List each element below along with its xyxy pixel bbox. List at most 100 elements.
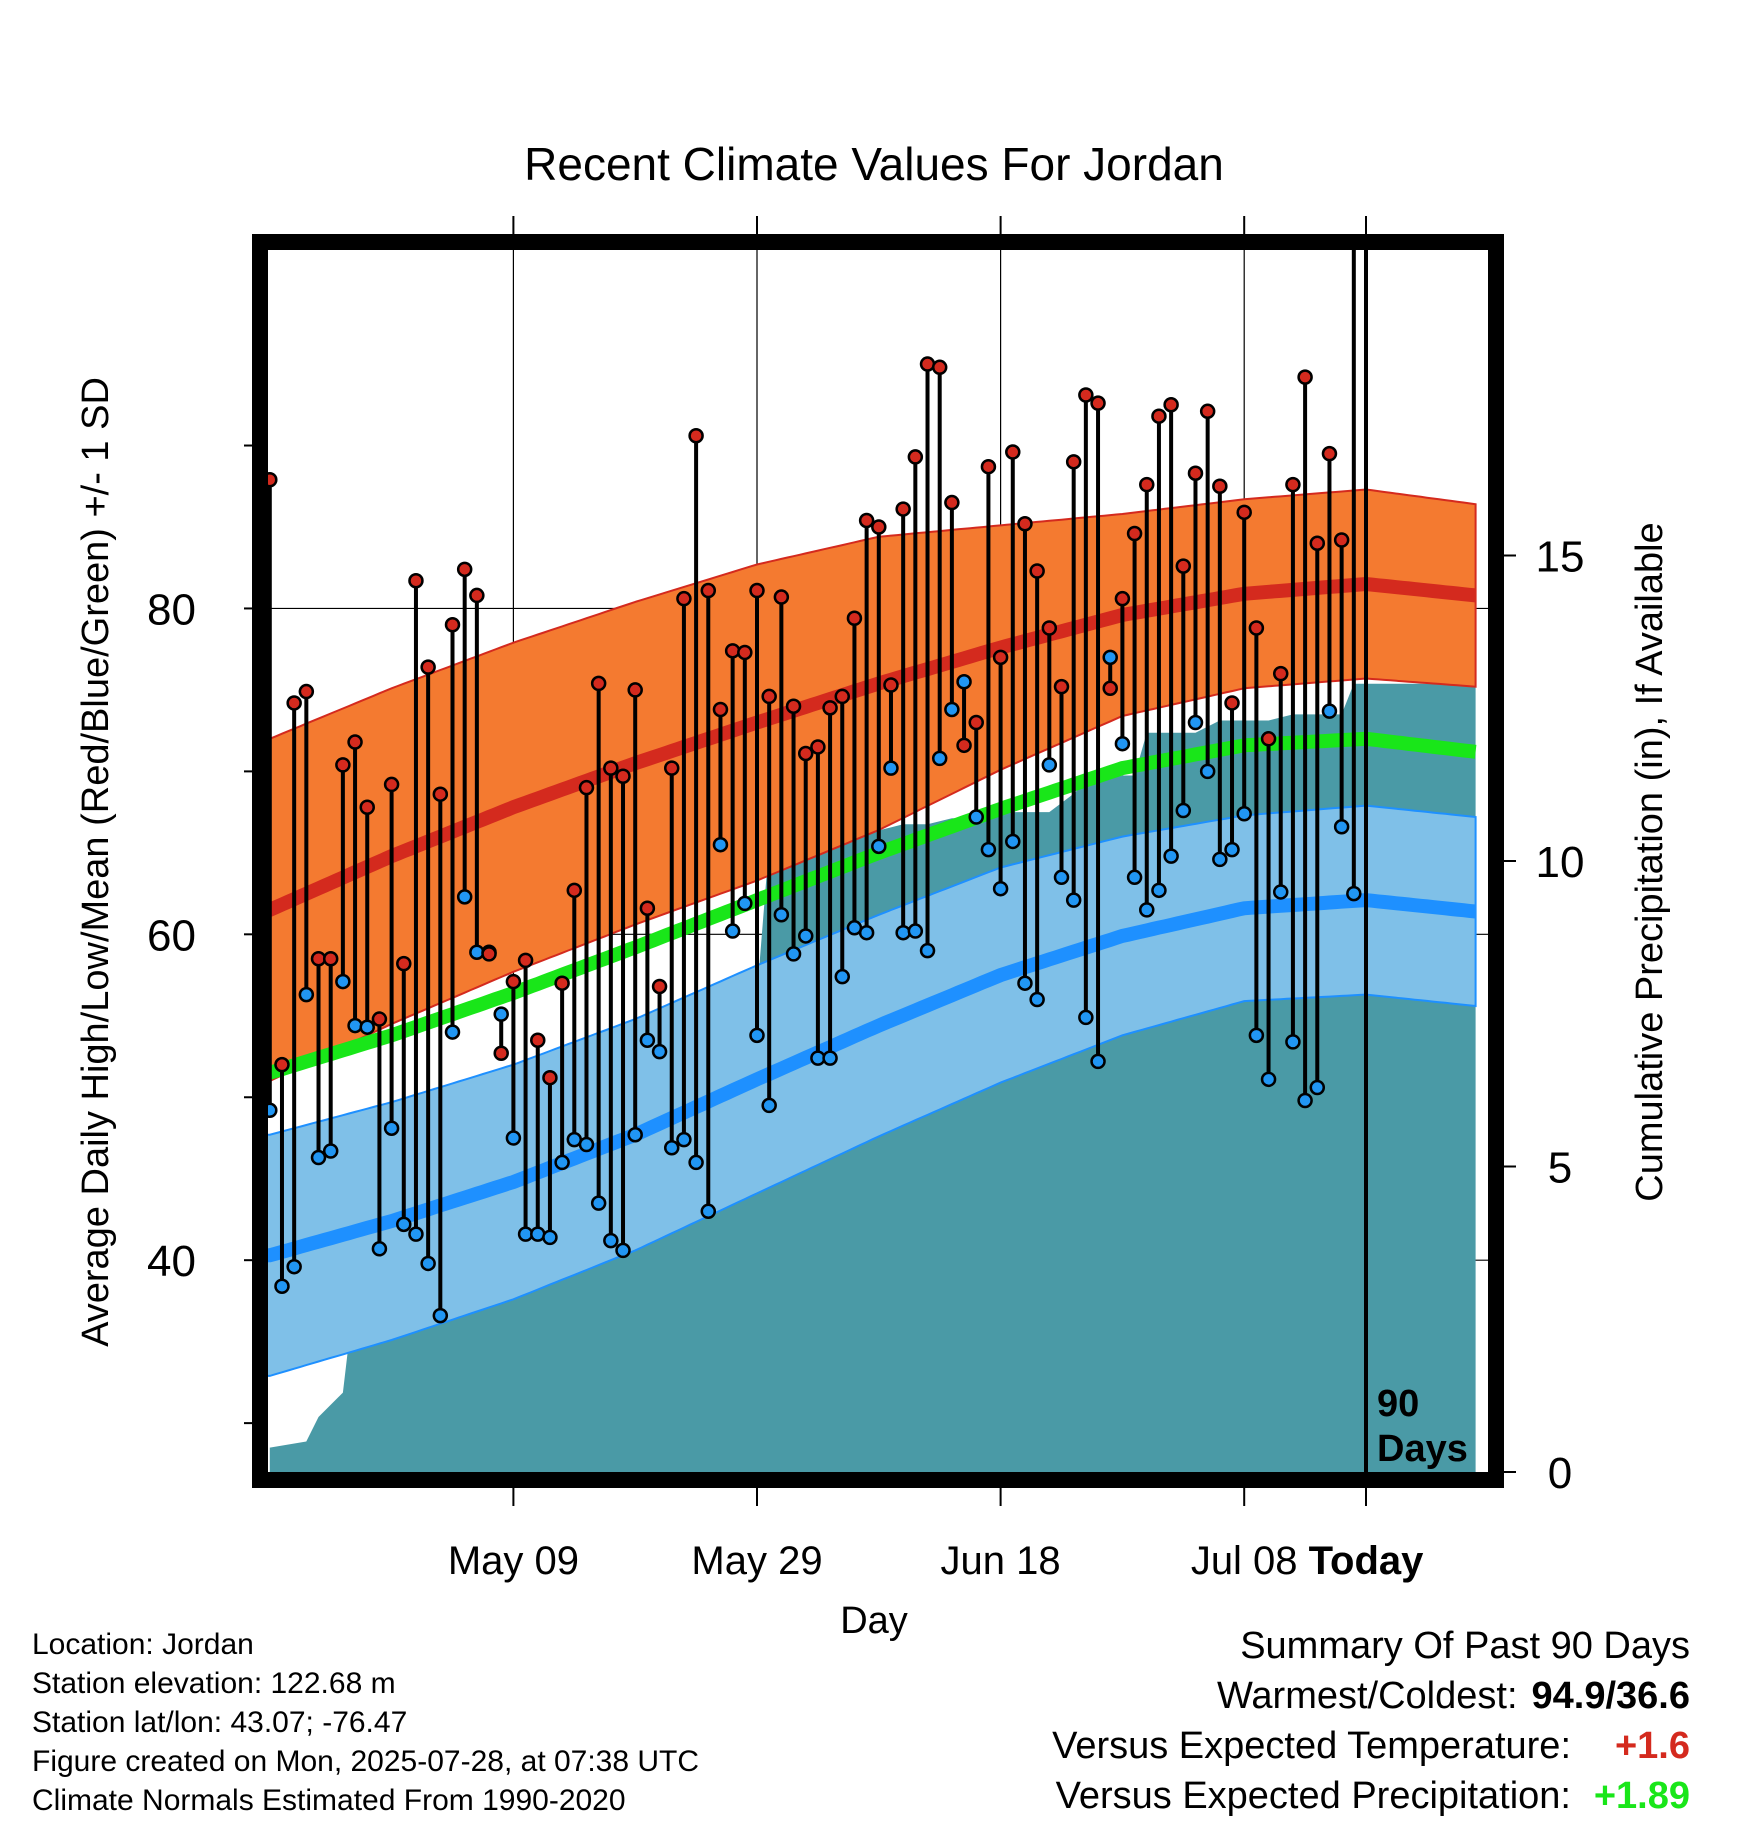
y2-tick-label-15: 15 [1536,533,1585,582]
precip-value: +1.89 [1593,1775,1690,1817]
daily-high-point [456,561,473,578]
daily-low-point [268,1102,278,1119]
daily-low-point [1078,1009,1094,1026]
daily-low-point [1090,1053,1106,1070]
x-axis-label: Day [840,1600,908,1642]
daily-low-point [858,924,875,941]
daily-low-point [956,674,972,690]
daily-low-point [834,968,851,985]
daily-low-point [907,923,924,939]
daily-high-point [615,768,631,785]
daily-low-point [456,889,473,905]
daily-high-point [676,590,692,607]
daily-low-point [712,836,729,853]
daily-high-point [968,714,984,731]
daily-high-point [322,951,339,967]
daily-high-point [773,589,790,605]
daily-high-point [858,512,875,529]
daily-low-point [493,1006,509,1022]
daily-low-point [1114,735,1131,752]
y-tick-label-60: 60 [147,911,196,960]
x-tick-label-jul-08: Jul 08 [1191,1539,1298,1583]
daily-high-point [286,695,302,711]
daily-low-point [1175,802,1192,819]
low-sd-band [268,804,1477,1377]
daily-low-point [931,750,948,767]
daily-low-point [1187,714,1204,731]
daily-high-point [1017,515,1033,532]
daily-low-point [554,1154,570,1171]
normals-text: Climate Normals Estimated From 1990-2020 [32,1784,626,1817]
daily-high-point [1175,558,1192,574]
daily-high-point [554,975,570,991]
daily-high-point [298,683,315,700]
daily-low-point [797,928,814,944]
daily-low-point [542,1229,558,1246]
daily-low-point [1212,851,1228,868]
y2-tick-label-10: 10 [1536,838,1585,887]
summary-heading: Summary Of Past 90 Days [1240,1625,1690,1667]
x-tick-label-may-29: May 29 [691,1539,822,1583]
daily-low-point [383,1120,400,1136]
daily-high-point [1297,369,1313,385]
daily-high-point [359,799,375,815]
daily-high-point [396,955,412,972]
daily-high-point [895,501,911,517]
daily-high-point [1139,476,1155,493]
daily-high-point [1272,665,1289,682]
daily-high-point [1151,408,1167,424]
daily-high-point [1260,731,1277,747]
daily-low-point [737,895,753,912]
daily-low-point [432,1307,449,1324]
daily-high-point [785,698,802,714]
daily-low-point [1285,1034,1301,1050]
summary-precip-row: Versus Expected Precipitation: +1.89 [1052,1771,1690,1821]
daily-low-point [627,1126,643,1143]
daily-high-point [1199,403,1216,420]
daily-high-point [1236,504,1252,521]
daily-low-point [919,942,936,959]
daily-low-point [1029,991,1045,1008]
daily-high-point [1065,454,1082,470]
daily-low-point [408,1226,424,1242]
x-tick-label-today: Today [1309,1539,1425,1583]
daily-high-point [383,776,400,793]
daily-high-point [761,688,777,705]
daily-high-point [846,610,863,626]
daily-low-point [505,1130,522,1146]
daily-high-point [1285,476,1301,493]
daily-low-point [590,1195,607,1211]
temp-label: Versus Expected Temperature: [1052,1725,1571,1767]
daily-low-point [676,1131,692,1148]
daily-high-point [274,1056,290,1073]
daily-high-point [1163,397,1179,413]
daily-high-point [688,427,704,444]
daily-low-point [371,1241,388,1257]
daily-high-point [371,1011,388,1027]
daily-low-point [1053,869,1070,886]
daily-low-point [310,1149,327,1166]
daily-low-point [322,1143,339,1159]
daily-high-point [1090,395,1106,411]
daily-low-point [1126,869,1143,886]
daily-low-point [968,809,984,825]
daily-low-point [1346,885,1362,902]
daily-low-point [761,1097,777,1114]
daily-low-point [1224,841,1240,858]
daily-low-point [724,923,741,939]
temp-value: +1.6 [1614,1725,1690,1767]
high-sd-band [268,488,1477,1082]
axes: 40 60 80 0 5 10 15 May 09 May 29 Jun 18 Jul 08 Toda… [147,216,1584,1583]
daily-low-point [944,701,960,718]
location-text: Location: Jordan [32,1628,254,1661]
daily-low-point [1163,848,1179,864]
daily-high-point [505,973,522,990]
summary-temp-row: Versus Expected Temperature: +1.6 [1052,1721,1690,1771]
summary-panel: Summary Of Past 90 Days Warmest/Coldest:… [1052,1621,1690,1821]
daily-low-point [639,1032,656,1048]
daily-low-point [980,841,997,858]
days-marker-label-90: 90 [1377,1383,1419,1425]
daily-high-point [1224,695,1240,711]
daily-low-point [615,1242,631,1259]
